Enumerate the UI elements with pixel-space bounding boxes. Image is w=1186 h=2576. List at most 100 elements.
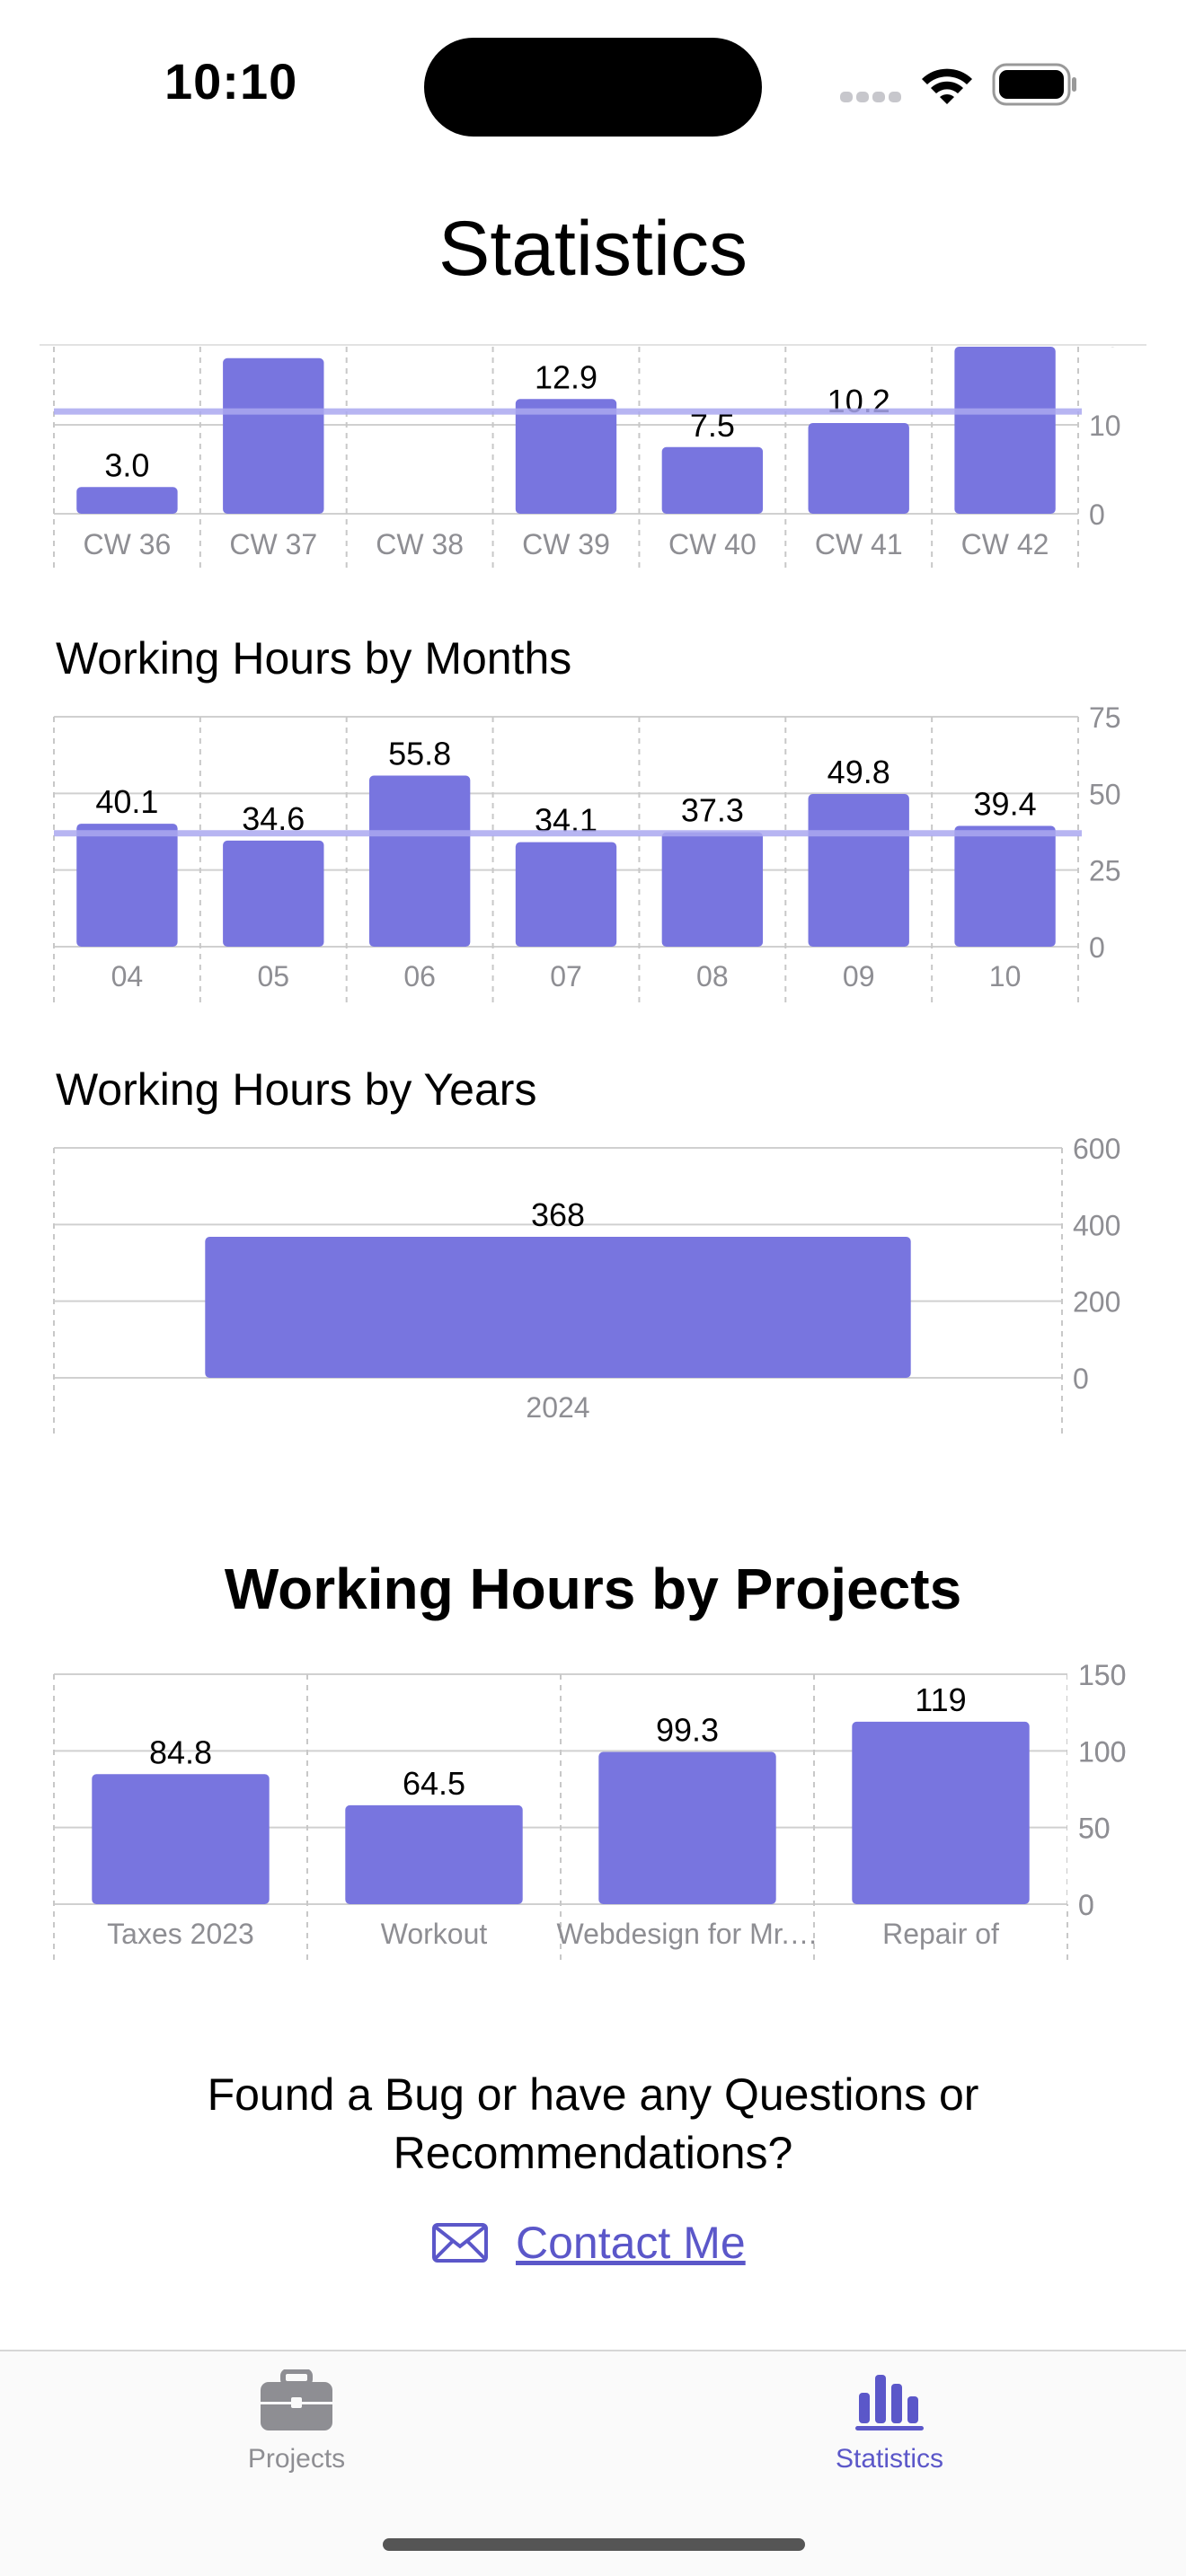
bar-value-label: 40.1: [95, 783, 158, 820]
months-plot: 025507540.10434.60555.80634.10737.30849.…: [53, 701, 1121, 1004]
bar: [954, 825, 1056, 947]
yearly-hours-chart: 0 200 400 600 368 2024: [53, 1133, 1120, 1435]
x-tick-label: 07: [550, 960, 582, 992]
bar: [515, 842, 617, 947]
bar: [76, 824, 178, 947]
x-tick-label: CW 40: [668, 528, 757, 560]
projects-plot: 0 50 100 150 84.8 Taxes 2023 64.5 Workout 99.3 We…: [53, 1656, 1126, 1962]
y-tick-label: 10: [1089, 410, 1121, 442]
bar-value-label: 55.8: [388, 736, 451, 772]
x-tick-label: Taxes 2023: [107, 1918, 254, 1950]
bar-value-label: 84.8: [149, 1734, 212, 1770]
x-tick-label: 08: [696, 960, 729, 992]
feedback-prompt-line1: Found a Bug or have any Questions or: [207, 2069, 979, 2120]
y-tick-label: 0: [1073, 1363, 1089, 1395]
years-plot: 0 200 400 600 368 2024: [53, 1133, 1120, 1435]
y-tick-label: 200: [1073, 1286, 1120, 1319]
x-tick-label: 04: [111, 960, 144, 992]
y-tick-label: 600: [1073, 1133, 1120, 1165]
bar: [92, 1774, 270, 1904]
x-tick-label: 09: [843, 960, 875, 992]
bar-value-label: 3.0: [104, 446, 149, 483]
x-tick-label: 10: [989, 960, 1022, 992]
x-tick-label: CW 41: [815, 528, 903, 560]
bar: [661, 832, 764, 947]
x-tick-label: Workout: [381, 1918, 488, 1950]
y-tick-label: 100: [1078, 1735, 1126, 1768]
bar-value-label: 39.4: [974, 786, 1037, 823]
bar: [808, 794, 909, 947]
y-tick-label: 0: [1078, 1889, 1094, 1921]
wifi-icon: [922, 68, 972, 104]
bar: [598, 1751, 776, 1904]
feedback-prompt-line2: Recommendations?: [393, 2128, 793, 2178]
bar: [954, 347, 1056, 514]
dynamic-island: [424, 38, 762, 137]
tab-statistics[interactable]: Statistics: [755, 2369, 1024, 2475]
x-tick-label: 05: [257, 960, 289, 992]
y-tick-label: 25: [1089, 855, 1121, 887]
y-tick-label: 20: [1089, 347, 1121, 353]
y-tick-label: 50: [1078, 1813, 1111, 1845]
cellular-signal-icon: [840, 92, 901, 102]
tab-projects[interactable]: Projects: [162, 2369, 431, 2475]
nav-divider: [40, 344, 1146, 346]
years-chart-title: Working Hours by Years: [56, 1064, 537, 1115]
tab-statistics-label: Statistics: [835, 2444, 944, 2474]
projects-section-heading: Working Hours by Projects: [224, 1557, 962, 1621]
tab-projects-label: Projects: [247, 2444, 346, 2474]
home-indicator: [383, 2538, 805, 2551]
bar: [661, 446, 764, 514]
x-tick-label: 2024: [526, 1391, 589, 1424]
chart-bar-icon: [855, 2375, 924, 2430]
contact-me-label: Contact Me: [516, 2218, 746, 2268]
bar: [852, 1721, 1030, 1904]
bar: [368, 775, 471, 947]
y-tick-label: 150: [1078, 1659, 1126, 1691]
y-tick-label: 50: [1089, 778, 1121, 810]
plot-edge: [1067, 1656, 1076, 1904]
contact-me-link[interactable]: Contact Me: [431, 2217, 746, 2269]
months-chart-title: Working Hours by Months: [56, 633, 572, 684]
x-tick-label: CW 36: [84, 528, 172, 560]
x-tick-label: CW 38: [376, 528, 464, 560]
feedback-prompt: Found a Bug or have any Questions or Rec…: [0, 2066, 1186, 2183]
bar-value-label: 64.5: [403, 1765, 465, 1802]
x-tick-label: CW 37: [229, 528, 317, 560]
page-title: Statistics: [438, 206, 748, 292]
y-tick-label: 400: [1073, 1209, 1120, 1241]
bar: [223, 840, 324, 947]
bar: [515, 399, 617, 514]
y-tick-label: 75: [1089, 701, 1121, 734]
y-tick-label: 0: [1089, 498, 1105, 531]
bar-value-label: 12.9: [535, 358, 597, 395]
y-tick-label: 50: [1078, 1813, 1111, 1845]
x-tick-label: CW 42: [961, 528, 1049, 560]
bar-value-label: 37.3: [681, 792, 744, 829]
x-tick-label: Webdesign for Mr.…: [556, 1918, 818, 1950]
bar: [223, 357, 324, 514]
x-tick-label: 06: [403, 960, 436, 992]
bar-value-label: 119: [915, 1681, 966, 1718]
y-tick-label: 0: [1078, 1889, 1094, 1921]
y-tick-label: 100: [1078, 1735, 1126, 1768]
project-hours-chart[interactable]: 0 50 100 150 84.8 Taxes 2023 64.5 Workout 99.3 We…: [0, 1656, 1186, 1962]
envelope-icon: [432, 2223, 488, 2263]
bar-value-label: 368: [531, 1196, 585, 1233]
x-tick-label: CW 39: [522, 528, 610, 560]
bar-value-label: 49.8: [828, 754, 890, 790]
bar: [345, 1804, 523, 1904]
briefcase-icon: [261, 2369, 332, 2430]
status-time: 10:10: [164, 53, 298, 110]
bar: [808, 423, 909, 514]
monthly-hours-chart: 025507540.10434.60555.80634.10737.30849.…: [53, 701, 1121, 1004]
bar: [76, 487, 178, 514]
y-tick-label: 0: [1089, 931, 1105, 964]
y-tick-label: 150: [1078, 1659, 1126, 1691]
bar: [205, 1236, 911, 1378]
battery-icon: [992, 63, 1076, 106]
x-tick-label: Repair of: [882, 1918, 999, 1950]
bar-value-label: 99.3: [656, 1712, 719, 1749]
